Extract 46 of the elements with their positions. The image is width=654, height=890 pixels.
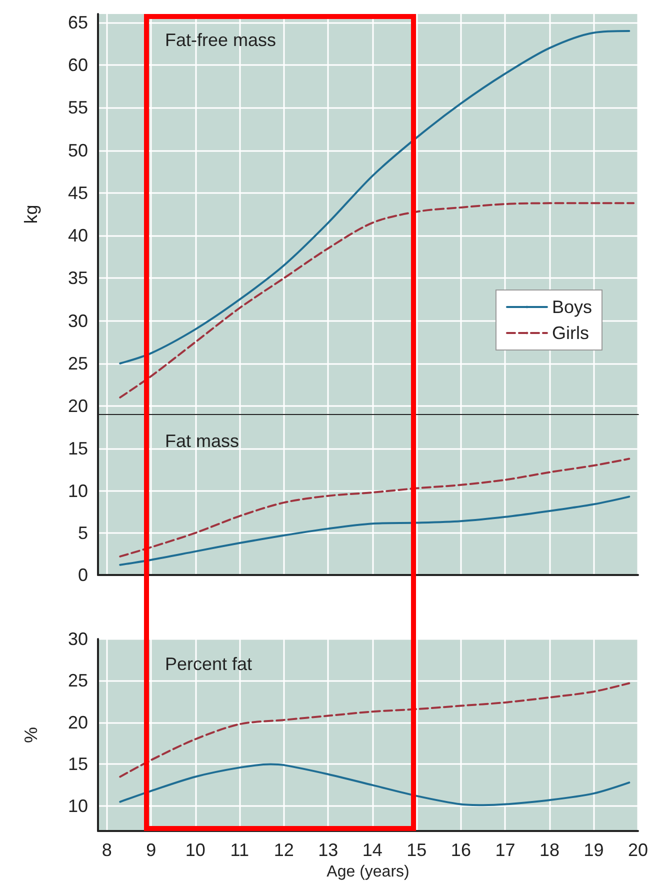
y-tick-label: 25 [68, 353, 88, 374]
y-tick-label: 20 [68, 396, 88, 416]
line-series [119, 763, 630, 806]
y-tick-label: 40 [68, 226, 88, 246]
x-tick-label: 13 [318, 840, 338, 860]
legend-label: Girls [552, 323, 589, 343]
y-tick-label: 65 [68, 12, 88, 33]
y-tick-label: 60 [68, 55, 88, 76]
x-tick-label: 17 [495, 840, 516, 860]
y-tick-label: 0 [78, 565, 88, 585]
x-tick-label: 15 [406, 840, 427, 860]
x-tick-label: 10 [185, 840, 206, 860]
x-tick-label: 18 [539, 840, 560, 860]
y-tick-label: 15 [68, 754, 88, 774]
y-tick-label: 5 [78, 522, 88, 543]
x-tick-label: 20 [628, 840, 648, 860]
line-series [119, 682, 630, 778]
text: Fat-free mass [165, 30, 276, 50]
y-tick-label: 15 [68, 438, 88, 459]
y-tick-label: 55 [68, 98, 88, 118]
x-tick-label: 9 [146, 840, 156, 860]
y-axis-title: kg [21, 204, 41, 224]
x-axis-title: Age (years) [326, 863, 410, 880]
y-tick-label: 45 [68, 182, 88, 203]
line-series [119, 496, 630, 566]
y-tick-label: 10 [68, 480, 88, 501]
x-tick-label: 12 [274, 840, 294, 860]
y-tick-label: 10 [68, 796, 88, 816]
x-tick-label: 19 [584, 840, 604, 860]
x-tick-label: 8 [102, 840, 112, 860]
y-tick-label: 30 [68, 310, 88, 331]
line-series [119, 30, 630, 364]
x-tick-label: 14 [362, 840, 382, 860]
line-series [119, 458, 630, 558]
line-series [119, 202, 635, 398]
y-tick-label: 30 [68, 629, 88, 649]
x-tick-label: 11 [230, 840, 249, 860]
y-tick-label: 20 [68, 712, 88, 732]
text: Fat mass [165, 431, 240, 451]
y-tick-label: 50 [68, 140, 88, 160]
y-tick-label: 35 [68, 268, 88, 288]
y-tick-label: 25 [68, 670, 88, 691]
y-axis-title: % [21, 726, 41, 744]
legend-label: Boys [552, 297, 592, 317]
x-tick-label: 16 [450, 840, 471, 860]
text: Percent fat [165, 654, 252, 674]
